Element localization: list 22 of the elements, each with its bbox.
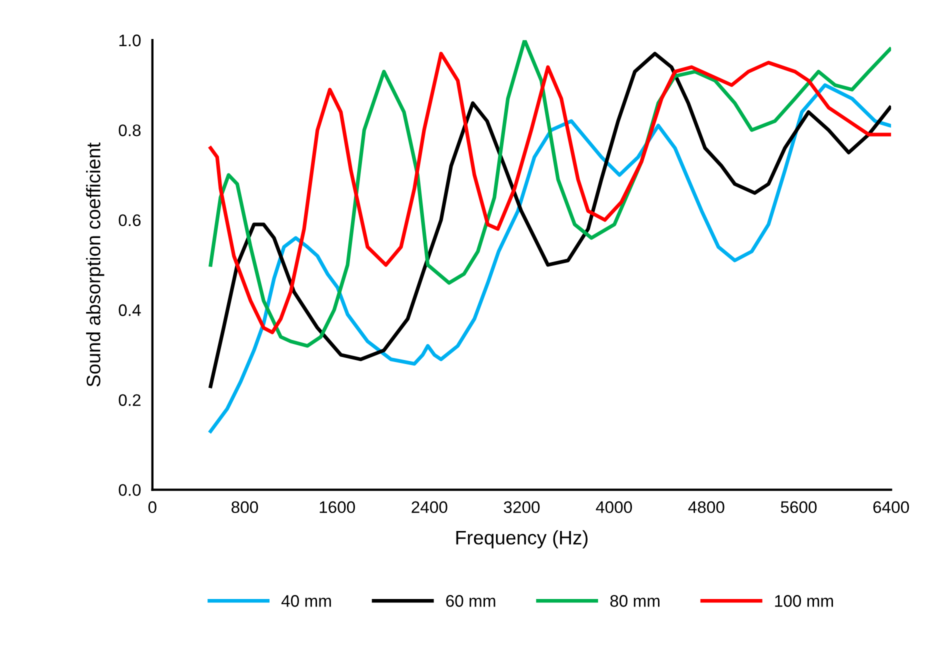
x-tick-label: 2400 bbox=[412, 501, 448, 514]
y-tick-label: 0.6 bbox=[118, 214, 141, 226]
legend-label: 40 mm bbox=[281, 595, 331, 607]
x-tick-label: 5600 bbox=[780, 501, 817, 514]
x-tick-label: 800 bbox=[232, 501, 258, 514]
x-tick-label: 0 bbox=[148, 501, 156, 514]
x-tick-label: 4800 bbox=[688, 501, 724, 514]
line-series bbox=[208, 83, 892, 434]
x-tick-label: 3200 bbox=[504, 501, 540, 514]
x-axis-title: Frequency (Hz) bbox=[456, 530, 588, 548]
y-tick-label: 0.0 bbox=[118, 484, 141, 496]
y-tick-label: 0.2 bbox=[118, 394, 140, 406]
x-tick-label: 6400 bbox=[873, 501, 909, 514]
legend-label: 100 mm bbox=[775, 595, 833, 607]
y-tick-label: 0.4 bbox=[118, 304, 141, 316]
y-axis-title: Sound absorption coefficient bbox=[86, 142, 104, 387]
legend-label: 80 mm bbox=[610, 595, 660, 607]
x-tick-label: 4000 bbox=[596, 501, 632, 514]
y-tick-label: 0.8 bbox=[118, 124, 141, 136]
y-tick-label: 1.0 bbox=[119, 34, 141, 46]
x-tick-label: 1600 bbox=[320, 501, 355, 514]
legend-label: 60 mm bbox=[446, 595, 496, 607]
